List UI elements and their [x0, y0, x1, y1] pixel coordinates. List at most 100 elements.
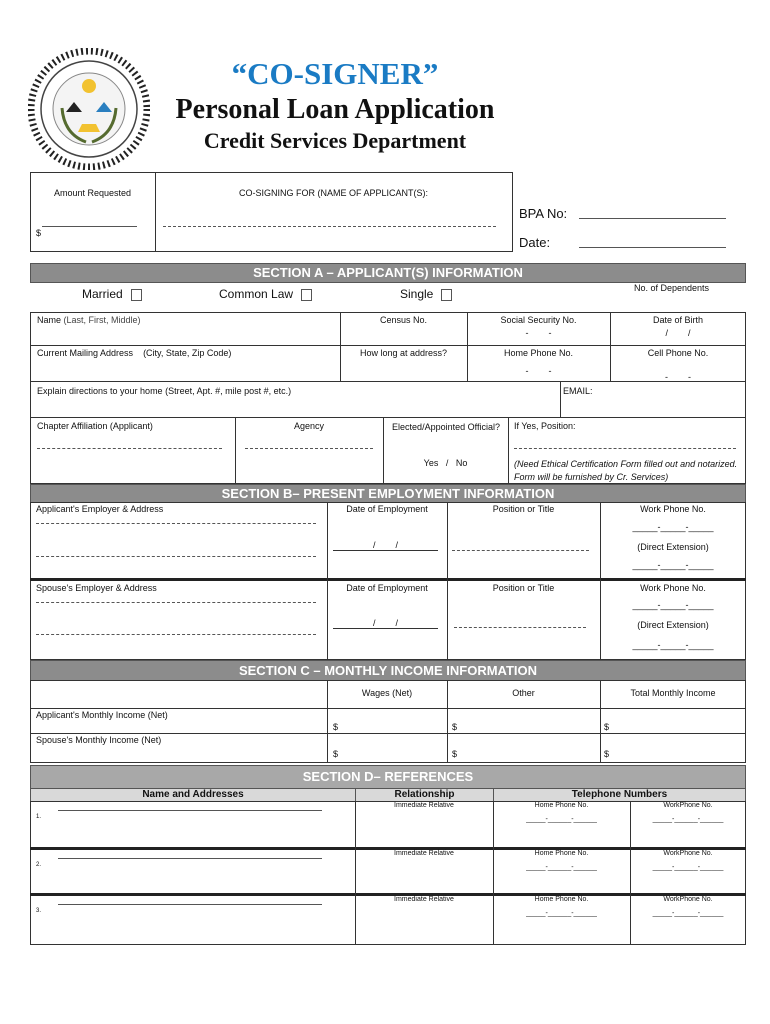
single-label: Single [400, 287, 434, 301]
cell-phone-field[interactable]: - - [665, 372, 691, 382]
reference-home-phone-field[interactable]: _____-______-______ [526, 816, 597, 823]
amount-requested-field[interactable] [42, 226, 137, 227]
elected-yes-no[interactable]: Yes / No [423, 458, 468, 468]
name-hint: (Last, First, Middle) [63, 315, 141, 325]
section-c-header: SECTION C – MONTHLY INCOME INFORMATION [30, 660, 746, 681]
reference-home-phone-field[interactable]: _____-______-______ [526, 864, 597, 871]
applicant-work-phone-field[interactable]: _____-_____-_____ [632, 522, 714, 532]
ssn-field[interactable]: - - [525, 328, 552, 338]
cosigning-for-field[interactable] [163, 226, 496, 227]
dob-label: Date of Birth [652, 315, 704, 325]
reference-name-field[interactable] [58, 810, 322, 811]
applicant-work-phone-label: Work Phone No. [640, 504, 706, 514]
telephone-column-header: Telephone Numbers [493, 788, 746, 802]
reference-work-phone-label: WorkPhone No. [663, 896, 713, 903]
reference-work-phone-field[interactable]: _____-______-______ [652, 864, 724, 871]
census-no-label: Census No. [379, 315, 428, 325]
applicant-other-field[interactable]: $ [452, 722, 458, 732]
spouse-other-field[interactable]: $ [452, 749, 458, 759]
applicant-date-employment-label: Date of Employment [346, 504, 428, 514]
married-label: Married [82, 287, 123, 301]
dob-field[interactable]: / / [665, 328, 691, 338]
date-field[interactable] [579, 235, 726, 248]
spouse-date-employment-field[interactable]: / / [333, 618, 438, 629]
ssn-label: Social Security No. [500, 315, 577, 325]
amount-requested-label: Amount Requested [53, 188, 132, 198]
married-option[interactable]: Married [82, 287, 142, 301]
applicant-position-label: Position or Title [492, 504, 555, 514]
department-name: Credit Services Department [203, 128, 467, 153]
spouse-date-employment-label: Date of Employment [346, 583, 428, 593]
directions-label: Explain directions to your home (Street,… [37, 386, 292, 396]
form-title: “CO-SIGNER” [231, 56, 439, 91]
navajo-nation-seal-logo [28, 48, 150, 170]
form-subtitle: Personal Loan Application [175, 94, 495, 125]
chapter-field[interactable] [37, 448, 222, 449]
section-b-header: SECTION B– PRESENT EMPLOYMENT INFORMATIO… [30, 484, 746, 503]
spouse-work-phone-field[interactable]: _____-_____-_____ [632, 600, 714, 610]
reference-work-phone-field[interactable]: _____-______-______ [652, 910, 724, 917]
home-phone-field[interactable]: - - [525, 366, 552, 376]
wages-column-header: Wages (Net) [361, 688, 413, 698]
applicant-employer-field-2[interactable] [36, 556, 316, 557]
reference-home-phone-label: Home Phone No. [534, 802, 589, 809]
position-label: If Yes, Position: [514, 421, 576, 431]
section-c-table [30, 680, 746, 763]
address-label: Current Mailing Address [37, 348, 134, 358]
name-field[interactable]: Name (Last, First, Middle) [37, 315, 141, 325]
applicant-date-employment-field[interactable]: / / [333, 540, 438, 551]
spouse-employer-field-2[interactable] [36, 634, 316, 635]
address-field[interactable]: Current Mailing Address (City, State, Zi… [37, 348, 231, 358]
applicant-employer-label: Applicant's Employer & Address [36, 504, 164, 514]
applicant-direct-ext-field[interactable]: _____-_____-_____ [632, 560, 714, 570]
spouse-position-field[interactable] [454, 627, 586, 628]
elected-label: Elected/Appointed Official? [392, 422, 500, 432]
amount-prefix: $ [36, 228, 42, 238]
references-table [30, 801, 746, 945]
chapter-label: Chapter Affiliation (Applicant) [37, 421, 153, 431]
bpa-no-field[interactable] [579, 206, 726, 219]
reference-home-phone-field[interactable]: _____-______-______ [526, 910, 597, 917]
common-law-checkbox[interactable] [301, 288, 313, 301]
relationship-label: Immediate Relative [394, 802, 454, 809]
single-checkbox[interactable] [441, 288, 453, 301]
spouse-wages-field[interactable]: $ [333, 749, 339, 759]
single-option[interactable]: Single [400, 287, 453, 301]
agency-field[interactable] [245, 448, 373, 449]
married-checkbox[interactable] [130, 288, 142, 301]
section-d-header: SECTION D– REFERENCES [30, 765, 746, 789]
reference-number: 1. [36, 814, 42, 820]
spouse-employer-field-1[interactable] [36, 602, 316, 603]
spouse-work-phone-label: Work Phone No. [640, 583, 706, 593]
dependents-label: No. of Dependents [634, 283, 710, 293]
section-a-table [30, 312, 746, 484]
amount-cosign-box [30, 172, 513, 252]
reference-work-phone-field[interactable]: _____-______-______ [652, 816, 724, 823]
applicant-position-field[interactable] [452, 550, 589, 551]
applicant-income-label: Applicant's Monthly Income (Net) [36, 710, 168, 720]
reference-number: 2. [36, 862, 42, 868]
position-field[interactable] [514, 448, 736, 449]
section-b-table [30, 502, 746, 660]
applicant-employer-field-1[interactable] [36, 523, 316, 524]
common-law-label: Common Law [219, 287, 294, 301]
spouse-position-label: Position or Title [492, 583, 555, 593]
applicant-wages-field[interactable]: $ [333, 722, 339, 732]
applicant-total-field[interactable]: $ [604, 722, 610, 732]
reference-home-phone-label: Home Phone No. [534, 896, 589, 903]
spouse-employer-label: Spouse's Employer & Address [36, 583, 157, 593]
cell-phone-label: Cell Phone No. [647, 348, 709, 358]
reference-work-phone-label: WorkPhone No. [663, 802, 713, 809]
common-law-option[interactable]: Common Law [219, 287, 313, 301]
how-long-label: How long at address? [359, 348, 448, 358]
spouse-direct-ext-field[interactable]: _____-_____-_____ [632, 640, 714, 650]
reference-name-field[interactable] [58, 858, 322, 859]
name-label: Name [37, 315, 62, 325]
spouse-total-field[interactable]: $ [604, 749, 610, 759]
bpa-no-label: BPA No: [519, 206, 568, 221]
reference-name-field[interactable] [58, 904, 322, 905]
address-hint: (City, State, Zip Code) [143, 348, 232, 358]
total-column-header: Total Monthly Income [630, 688, 716, 698]
agency-label: Agency [293, 421, 325, 431]
